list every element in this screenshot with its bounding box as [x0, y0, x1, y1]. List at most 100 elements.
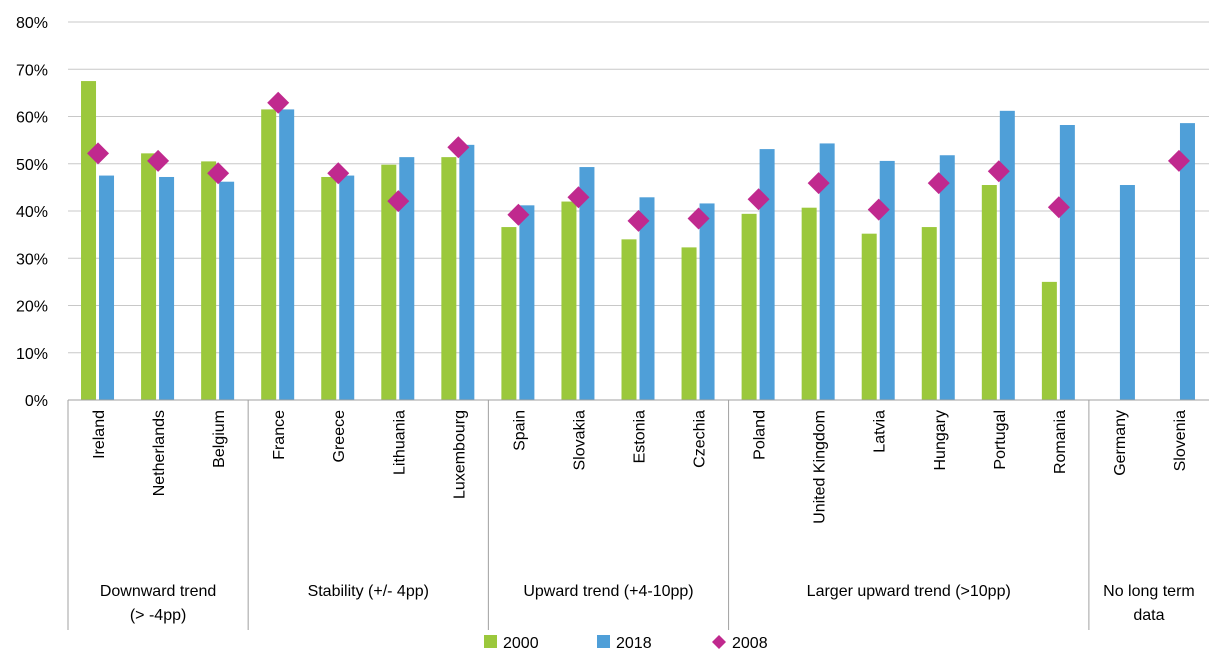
bar-2000: [801, 207, 817, 400]
marker-2008: [987, 160, 1010, 183]
marker-2008: [687, 207, 710, 230]
bar-2000: [981, 185, 997, 400]
marker-2008: [327, 162, 350, 185]
group-label: Upward trend (+4-10pp): [523, 583, 693, 600]
marker-2008: [1047, 196, 1070, 219]
bar-2018: [1059, 125, 1075, 400]
legend-label-2000: 2000: [503, 635, 539, 652]
bar-2000: [141, 153, 157, 400]
bar-2000: [621, 239, 637, 400]
bar-2018: [1119, 185, 1135, 400]
category-label: Slovenia: [1172, 410, 1189, 471]
marker-2008: [627, 209, 650, 232]
bar-2018: [999, 110, 1015, 400]
bar-2018: [819, 143, 835, 400]
y-axis-labels: 0% 10% 20% 30% 40% 50% 60% 70% 80%: [16, 15, 48, 410]
category-label: France: [271, 410, 288, 460]
marker-2008: [507, 203, 530, 226]
bars: [81, 81, 1195, 401]
y-tick-label: 30%: [16, 251, 48, 268]
bar-2018: [159, 176, 175, 400]
bar-2000: [201, 161, 217, 400]
category-label: Belgium: [211, 410, 228, 468]
y-tick-label: 0%: [25, 393, 48, 410]
category-label: United Kingdom: [812, 410, 829, 524]
bar-2018: [339, 175, 355, 400]
category-label: Luxembourg: [451, 410, 468, 499]
bar-2000: [321, 176, 337, 400]
legend-swatch-2018: [597, 635, 610, 648]
group-label: Larger upward trend (>10pp): [807, 583, 1011, 600]
category-label: Czechia: [692, 410, 709, 468]
bar-2018: [939, 155, 955, 400]
bar-2000: [861, 233, 877, 400]
bar-2018: [99, 175, 115, 400]
bar-2000: [381, 164, 397, 400]
marker-2008: [267, 91, 290, 114]
bar-2018: [699, 203, 715, 400]
gridlines: [68, 21, 1209, 354]
bar-2018: [399, 157, 415, 400]
y-tick-label: 50%: [16, 157, 48, 174]
category-label: Germany: [1112, 410, 1129, 476]
legend: 2000 2018 2008: [484, 635, 768, 652]
bar-2018: [579, 167, 595, 400]
bar-2018: [1179, 123, 1195, 401]
x-axis: Ireland Netherlands Belgium France Greece Lit…: [67, 399, 1209, 630]
bar-2018: [459, 144, 475, 400]
marker-2008: [747, 188, 770, 211]
group-label: (> -4pp): [130, 607, 186, 624]
bar-2000: [921, 227, 937, 400]
bar-2018: [639, 197, 655, 400]
bar-2000: [261, 109, 277, 400]
marker-2008: [1167, 149, 1190, 172]
markers-2008: [87, 91, 1190, 232]
bar-2000: [441, 157, 457, 400]
y-tick-label: 80%: [16, 15, 48, 32]
category-label: Ireland: [91, 410, 108, 459]
bar-2018: [879, 160, 895, 400]
category-label: Lithuania: [391, 410, 408, 475]
bar-2018: [279, 109, 295, 400]
group-label: Stability (+/- 4pp): [308, 583, 429, 600]
category-label: Latvia: [872, 410, 889, 453]
bar-2018: [519, 205, 535, 400]
marker-2008: [387, 190, 410, 213]
bar-2000: [501, 227, 517, 400]
marker-2008: [147, 149, 170, 172]
y-tick-label: 70%: [16, 62, 48, 79]
y-tick-label: 20%: [16, 299, 48, 316]
bar-2000: [1041, 281, 1057, 400]
marker-2008: [87, 142, 110, 165]
category-label: Slovakia: [571, 410, 588, 471]
marker-2008: [567, 186, 590, 209]
marker-2008: [207, 162, 230, 185]
bar-2000: [81, 81, 97, 400]
bar-2018: [219, 181, 235, 400]
bar-2000: [561, 201, 577, 400]
marker-2008: [867, 198, 890, 221]
group-label: data: [1133, 607, 1164, 624]
marker-2008: [807, 172, 830, 195]
category-label: Poland: [752, 410, 769, 460]
bar-2000: [741, 213, 757, 400]
category-label: Hungary: [932, 410, 949, 470]
category-label: Portugal: [992, 410, 1009, 470]
legend-label-2018: 2018: [616, 635, 652, 652]
y-tick-label: 10%: [16, 346, 48, 363]
y-tick-label: 40%: [16, 204, 48, 221]
legend-label-2008: 2008: [732, 635, 768, 652]
y-tick-label: 60%: [16, 110, 48, 127]
marker-2008: [447, 136, 470, 159]
category-label: Greece: [331, 410, 348, 463]
legend-swatch-2000: [484, 635, 497, 648]
group-label: Downward trend: [100, 583, 217, 600]
bar-2018: [759, 149, 775, 400]
category-label: Netherlands: [151, 410, 168, 496]
category-label: Spain: [511, 410, 528, 451]
marker-2008: [927, 172, 950, 195]
category-label: Estonia: [632, 410, 649, 463]
group-label: No long term: [1103, 583, 1195, 600]
category-label: Romania: [1052, 410, 1069, 474]
